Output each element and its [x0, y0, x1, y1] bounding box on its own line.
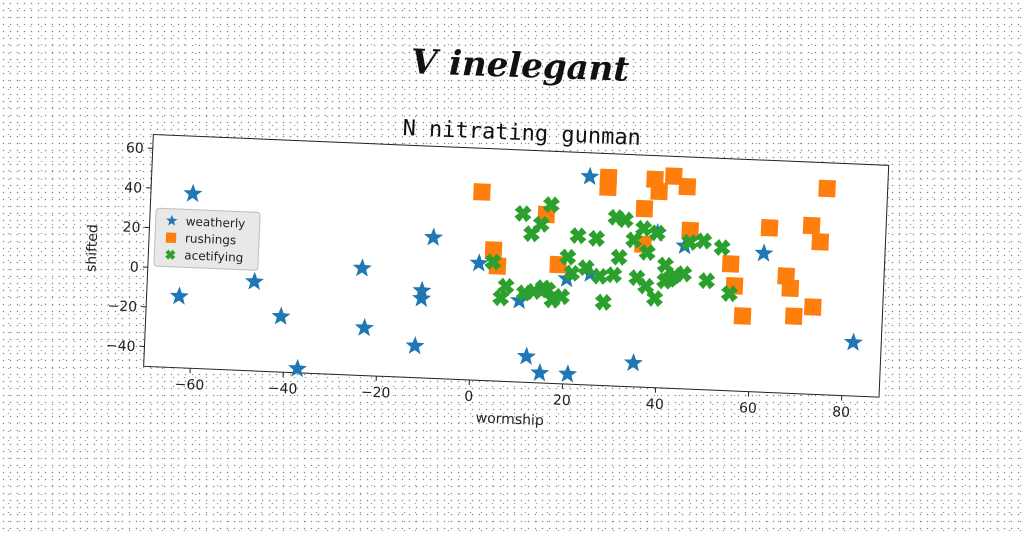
x-tick-label: 20 [553, 392, 571, 409]
x-tick-label: −40 [267, 381, 297, 398]
point-rushings [781, 279, 799, 297]
point-rushings [678, 178, 696, 196]
legend-label: rushings [185, 231, 237, 247]
x-axis-title: wormship [475, 410, 544, 429]
legend-label: acetifying [184, 248, 244, 264]
x-tick-label: 0 [464, 389, 474, 405]
point-rushings [803, 217, 821, 235]
point-rushings [722, 255, 740, 273]
x-tick-label: 60 [739, 400, 757, 417]
x-tick-label: 40 [646, 396, 664, 413]
x-tick-label: −60 [174, 377, 204, 394]
point-rushings [804, 298, 822, 316]
point-rushings [473, 183, 491, 201]
legend-marker-rushings [166, 232, 177, 243]
point-rushings [761, 219, 779, 237]
point-rushings [600, 169, 618, 187]
y-tick-label: 20 [122, 220, 140, 237]
y-tick-label: −40 [106, 338, 136, 355]
y-axis-title: shifted [84, 224, 102, 272]
point-rushings [811, 233, 829, 251]
legend-label: weatherly [185, 214, 245, 230]
point-rushings [636, 200, 654, 218]
x-tick-label: −20 [361, 384, 391, 401]
y-tick-label: 0 [130, 260, 140, 276]
chart-title: N nitrating gunman [402, 116, 641, 151]
y-tick-label: −20 [107, 298, 137, 315]
point-rushings [785, 307, 803, 325]
y-tick-label: 60 [126, 140, 144, 157]
point-rushings [818, 180, 836, 198]
y-tick-label: 40 [124, 180, 142, 197]
point-rushings [734, 307, 752, 325]
x-tick-label: 80 [832, 404, 850, 421]
point-rushings [650, 183, 668, 201]
